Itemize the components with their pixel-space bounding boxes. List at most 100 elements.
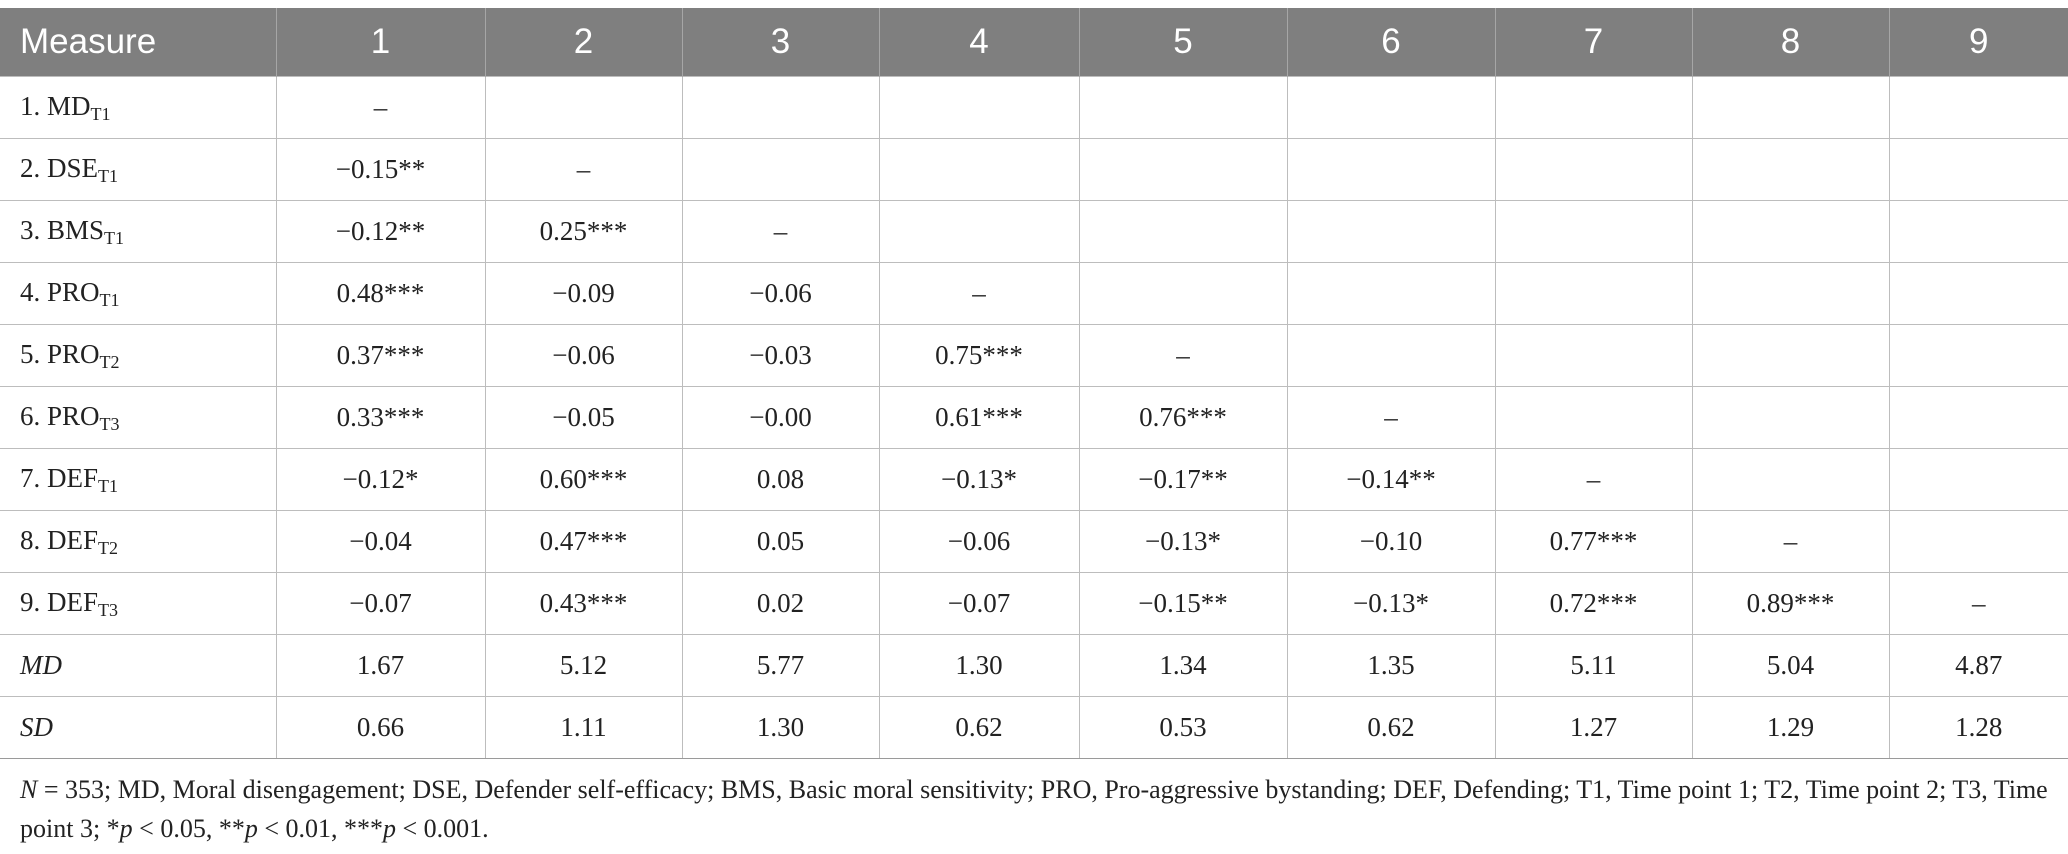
footnote-p-threshold: < 0.05, **	[132, 814, 245, 843]
table-footnote: N = 353; MD, Moral disengagement; DSE, D…	[20, 770, 2060, 848]
table-cell: 0.37***	[275, 324, 486, 387]
table-cell: 0.53	[1078, 696, 1288, 759]
row-label-subscript: T2	[99, 351, 120, 372]
table-cell: 5.12	[484, 634, 683, 697]
table-cell: –	[681, 200, 880, 263]
table-cell	[1691, 448, 1890, 511]
row-label-text: 7. DEF	[20, 462, 99, 493]
header-col-8: 8	[1691, 8, 1889, 77]
table-cell	[1286, 324, 1496, 387]
row-label-subscript: T3	[98, 599, 119, 620]
table-cell	[1888, 76, 2068, 139]
table-cell: 5.04	[1691, 634, 1890, 697]
table-cell	[1078, 262, 1288, 325]
header-col-7: 7	[1494, 8, 1692, 77]
row-label-text: 8. DEF	[20, 524, 99, 555]
header-measure: Measure	[0, 8, 276, 77]
row-label-subscript: T1	[90, 103, 111, 124]
table-cell	[1691, 76, 1890, 139]
footnote-p-label: p	[383, 814, 397, 843]
table-cell	[1078, 76, 1288, 139]
table-cell	[1691, 138, 1890, 201]
table-header-row: Measure 1 2 3 4 5 6 7 8 9	[0, 8, 2068, 77]
footnote-p-label: p	[244, 814, 258, 843]
table-row: SD 0.66 1.11 1.30 0.62 0.53 0.62 1.27 1.29 1.28	[0, 696, 2068, 759]
row-label: 7. DEFT1	[0, 448, 277, 511]
table-body: 1. MDT1–2. DSET1 −0.15** –3. BMST1 −0.12** 0…	[0, 76, 2068, 759]
table-cell: 1.29	[1691, 696, 1890, 759]
table-cell	[681, 138, 880, 201]
table-cell	[1494, 76, 1693, 139]
table-cell	[1691, 262, 1890, 325]
header-col-3: 3	[681, 8, 879, 77]
table-cell: −0.03	[681, 324, 880, 387]
table-row: 8. DEFT2 −0.04 0.47*** 0.05 −0.06 −0.13* −0.10…	[0, 510, 2068, 573]
table-cell	[484, 76, 683, 139]
table-cell: −0.06	[878, 510, 1080, 573]
table-cell: 0.05	[681, 510, 880, 573]
table-cell: 1.67	[275, 634, 486, 697]
table-cell: 0.47***	[484, 510, 683, 573]
table-cell: 5.77	[681, 634, 880, 697]
table-cell	[681, 76, 880, 139]
table-cell	[1888, 448, 2068, 511]
table-cell: –	[275, 76, 486, 139]
table-cell: 0.89***	[1691, 572, 1890, 635]
row-label: 5. PROT2	[0, 324, 277, 387]
row-label-text: 4. PRO	[20, 276, 100, 307]
row-label-subscript: T1	[98, 165, 119, 186]
table-cell: –	[1078, 324, 1288, 387]
row-label-subscript: T2	[98, 537, 119, 558]
table-cell: −0.13*	[878, 448, 1080, 511]
table-cell	[1494, 138, 1693, 201]
table-cell: 4.87	[1888, 634, 2068, 697]
header-col-2: 2	[484, 8, 682, 77]
table-cell: 0.62	[1286, 696, 1496, 759]
table-cell	[1888, 324, 2068, 387]
table-cell: −0.10	[1286, 510, 1496, 573]
table-cell: −0.12*	[275, 448, 486, 511]
row-label: 6. PROT3	[0, 386, 277, 449]
table-cell: 1.30	[878, 634, 1080, 697]
table-cell	[878, 76, 1080, 139]
table-cell: 1.28	[1888, 696, 2068, 759]
table-cell: −0.09	[484, 262, 683, 325]
table-cell: 0.76***	[1078, 386, 1288, 449]
table-cell: –	[484, 138, 683, 201]
table-cell	[878, 200, 1080, 263]
row-label-subscript: T3	[99, 413, 120, 434]
row-label-text: MD	[20, 650, 62, 680]
table-cell: 0.62	[878, 696, 1080, 759]
table-cell: −0.15**	[1078, 572, 1288, 635]
table-cell: 0.75***	[878, 324, 1080, 387]
header-col-4: 4	[878, 8, 1079, 77]
table-cell: 5.11	[1494, 634, 1693, 697]
row-label: 2. DSET1	[0, 138, 277, 201]
table-cell: 0.61***	[878, 386, 1080, 449]
header-col-9: 9	[1888, 8, 2068, 77]
table-cell	[1286, 76, 1496, 139]
table-cell: –	[1888, 572, 2068, 635]
row-label: 9. DEFT3	[0, 572, 277, 635]
table-cell	[1691, 324, 1890, 387]
table-row: 6. PROT3 0.33*** −0.05 −0.00 0.61*** 0.76*** –	[0, 386, 2068, 449]
table-cell	[1494, 200, 1693, 263]
row-label-text: 3. BMS	[20, 214, 105, 245]
table-cell	[1888, 138, 2068, 201]
table-cell: 0.66	[275, 696, 486, 759]
row-label: SD	[0, 696, 277, 759]
table-cell: –	[1494, 448, 1693, 511]
header-col-5: 5	[1078, 8, 1287, 77]
row-label-text: 5. PRO	[20, 338, 100, 369]
header-col-1: 1	[275, 8, 485, 77]
table-row: 3. BMST1 −0.12** 0.25*** –	[0, 200, 2068, 263]
table-cell: −0.05	[484, 386, 683, 449]
table-row: 1. MDT1–	[0, 76, 2068, 139]
table-cell	[1078, 138, 1288, 201]
table-cell	[1494, 324, 1693, 387]
table-cell: –	[1691, 510, 1890, 573]
table-cell: 1.11	[484, 696, 683, 759]
row-label: 8. DEFT2	[0, 510, 277, 573]
table-cell	[1888, 262, 2068, 325]
table-cell: −0.14**	[1286, 448, 1496, 511]
